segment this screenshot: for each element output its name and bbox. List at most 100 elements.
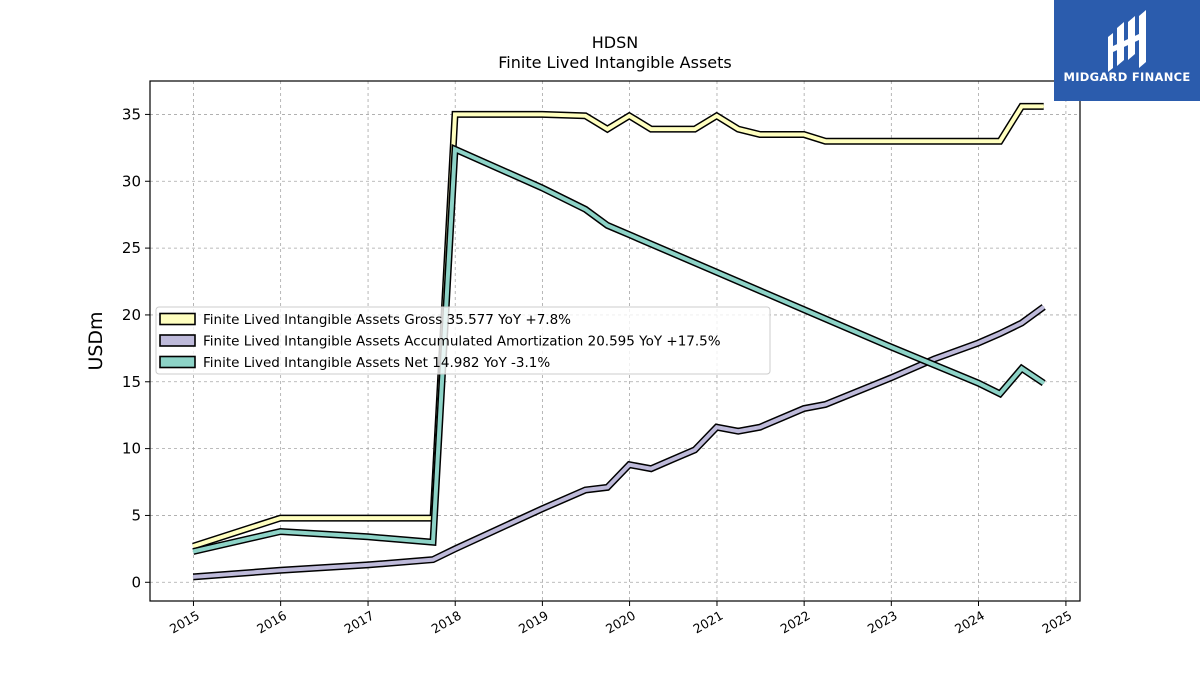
data-point xyxy=(192,545,194,547)
x-tick-label: 2021 xyxy=(690,608,725,637)
legend-label: Finite Lived Intangible Assets Accumulat… xyxy=(203,334,721,350)
data-point xyxy=(977,342,979,344)
data-point xyxy=(541,508,543,510)
data-point xyxy=(933,140,935,142)
data-point xyxy=(628,234,630,236)
data-point xyxy=(672,128,674,130)
y-tick-label: 15 xyxy=(122,373,141,391)
data-point xyxy=(454,548,456,550)
data-point xyxy=(606,486,609,488)
grid xyxy=(150,81,1080,601)
series-1 xyxy=(192,304,1046,581)
legend-swatch xyxy=(159,355,196,369)
data-point xyxy=(1043,105,1045,107)
x-tick-label: 2025 xyxy=(1039,608,1074,637)
y-tick-label: 25 xyxy=(122,239,141,257)
data-point xyxy=(1021,322,1023,324)
data-point xyxy=(737,128,739,130)
legend-entry: Finite Lived Intangible Assets Net 14.98… xyxy=(159,355,550,371)
legend-label: Finite Lived Intangible Assets Gross 35.… xyxy=(203,312,571,328)
data-point xyxy=(803,407,805,410)
brand-name: MIDGARD FINANCE xyxy=(1063,70,1190,84)
x-axis: 2015 2016 2017 2018 2019 2020 2021 2022 2023 2024… xyxy=(167,601,1074,637)
data-point xyxy=(999,140,1001,142)
data-point xyxy=(584,208,587,210)
x-tick-label: 2020 xyxy=(603,608,638,637)
data-point xyxy=(1043,382,1045,384)
x-tick-label: 2016 xyxy=(254,608,289,637)
data-point xyxy=(650,128,652,130)
data-point xyxy=(628,115,630,117)
data-point xyxy=(999,333,1001,335)
y-tick-label: 5 xyxy=(131,506,141,524)
y-tick-label: 30 xyxy=(122,172,141,190)
data-point xyxy=(432,541,434,543)
series-2 xyxy=(192,143,1046,555)
data-point xyxy=(716,271,718,273)
data-point xyxy=(781,417,783,419)
x-tick-label: 2017 xyxy=(342,608,377,637)
y-axis: 0 5 10 15 20 25 30 35 xyxy=(122,105,150,591)
y-axis-label: USDm xyxy=(85,311,107,370)
data-point xyxy=(803,133,805,136)
data-point xyxy=(367,536,369,538)
x-tick-label: 2023 xyxy=(865,608,900,637)
series-line xyxy=(192,146,1045,554)
x-tick-label: 2024 xyxy=(952,608,987,637)
legend-swatch xyxy=(159,334,196,347)
data-point xyxy=(759,426,761,428)
data-point xyxy=(367,517,369,519)
data-point xyxy=(694,449,696,451)
data-point xyxy=(541,187,543,189)
data-point xyxy=(803,309,805,311)
data-point xyxy=(890,140,892,142)
y-tick-label: 10 xyxy=(122,440,141,458)
series-0 xyxy=(192,102,1045,550)
brand-logo: MIDGARD FINANCE xyxy=(1054,0,1200,101)
data-point xyxy=(279,517,281,519)
legend-swatch xyxy=(159,312,196,326)
legend-entry: Finite Lived Intangible Assets Accumulat… xyxy=(159,334,721,350)
x-tick-label: 2019 xyxy=(516,608,551,637)
data-point xyxy=(279,530,281,533)
data-point xyxy=(279,569,281,571)
data-point xyxy=(606,224,609,226)
data-point xyxy=(628,464,630,466)
data-point xyxy=(672,458,674,460)
data-point xyxy=(977,140,979,142)
data-point xyxy=(192,550,194,553)
x-tick-label: 2022 xyxy=(778,608,813,637)
brand-logo-bg xyxy=(1054,0,1200,101)
y-tick-label: 20 xyxy=(122,306,141,324)
data-point xyxy=(759,133,761,136)
data-point xyxy=(192,576,194,578)
data-point xyxy=(367,564,369,566)
series-line xyxy=(193,305,1045,579)
legend-box xyxy=(155,306,771,375)
data-point xyxy=(454,113,456,115)
legend-entry: Finite Lived Intangible Assets Gross 35.… xyxy=(159,312,571,328)
data-point xyxy=(606,128,609,130)
data-point xyxy=(1021,105,1023,107)
y-tick-label: 0 xyxy=(131,573,141,591)
data-point xyxy=(1021,367,1023,369)
data-point xyxy=(977,382,979,384)
data-point xyxy=(716,115,718,117)
data-point xyxy=(432,559,434,561)
data-point xyxy=(694,128,696,130)
data-point xyxy=(1043,306,1045,308)
brand-mark-icon xyxy=(1108,10,1146,72)
data-point xyxy=(933,358,935,360)
data-point xyxy=(890,377,892,379)
plot-frame xyxy=(149,80,1081,602)
legend-label: Finite Lived Intangible Assets Net 14.98… xyxy=(203,355,550,371)
data-point xyxy=(541,113,543,115)
legend: Finite Lived Intangible Assets Gross 35.… xyxy=(155,306,771,375)
data-point xyxy=(846,140,848,142)
data-point xyxy=(824,403,827,406)
chart-title: HDSN xyxy=(592,33,638,52)
data-point xyxy=(999,393,1001,395)
data-point xyxy=(737,430,739,432)
data-point xyxy=(716,426,718,428)
